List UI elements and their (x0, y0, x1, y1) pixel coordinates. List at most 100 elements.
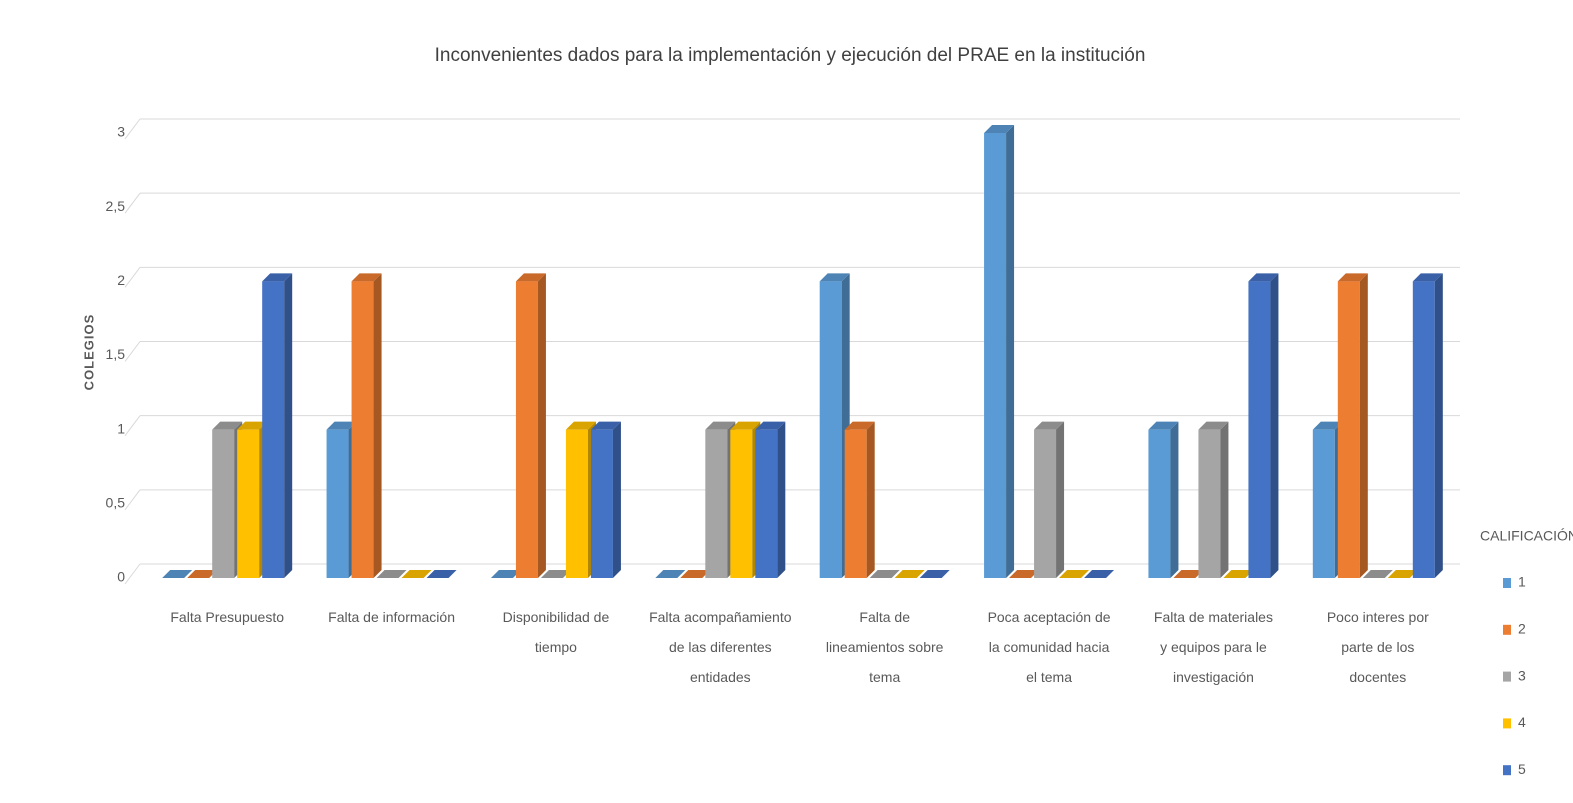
legend-swatch (1503, 765, 1511, 776)
bar (1248, 273, 1279, 578)
bar-side (284, 273, 293, 578)
bar-top (1223, 570, 1254, 578)
y-axis-title: COLEGIOS (81, 314, 96, 391)
y-tick-label: 2,5 (106, 198, 126, 214)
bar-top (1412, 273, 1443, 282)
bar (1337, 273, 1368, 578)
bar-top (1034, 421, 1065, 430)
bar-top (565, 421, 596, 430)
bar (1387, 570, 1418, 578)
bar-front (1248, 281, 1271, 578)
bar-top (1173, 570, 1204, 578)
bar-top (426, 570, 457, 578)
bar-front (212, 429, 235, 578)
x-tick-label: Poco interes por parte de los docentes (1327, 609, 1429, 685)
bar-front (351, 281, 374, 578)
bar-top (515, 273, 546, 282)
x-tick-label: Falta de lineamientos sobre tema (826, 609, 944, 685)
legend-swatch (1503, 624, 1511, 635)
bar-front (262, 281, 285, 578)
bar (1173, 570, 1204, 578)
bar-top (590, 421, 621, 430)
grid-line (124, 415, 141, 436)
bar (984, 125, 1015, 578)
bar-top (187, 570, 218, 578)
y-tick-label: 0,5 (106, 495, 126, 511)
bar (1009, 570, 1040, 578)
bar (894, 570, 925, 578)
bar-side (1359, 273, 1368, 578)
bar (262, 273, 293, 578)
bar-side (612, 421, 621, 578)
bar-top (1248, 273, 1279, 282)
grid-line (124, 563, 141, 585)
bar-top (237, 421, 268, 430)
bar-top (655, 570, 686, 578)
bar (919, 570, 950, 578)
legend-swatch (1503, 718, 1511, 729)
bar-top (162, 570, 193, 578)
bar-side (373, 273, 382, 578)
bar-top (705, 421, 736, 430)
bar-front (705, 429, 728, 578)
x-tick-label: Falta de información (328, 609, 455, 625)
bar (1084, 570, 1115, 578)
bar (590, 421, 621, 578)
legend-label: 5 (1518, 761, 1526, 777)
legend-label: 2 (1518, 621, 1526, 637)
bar-top (376, 570, 407, 578)
x-tick-label: Falta Presupuesto (170, 609, 284, 625)
bar (351, 273, 382, 578)
bar-top (919, 570, 950, 578)
bar-top (401, 570, 432, 578)
bar (1198, 421, 1229, 578)
legend-label: 3 (1518, 667, 1526, 683)
bar (1223, 570, 1254, 578)
bar (680, 570, 711, 578)
legend-title: CALIFICACIÓN (1480, 528, 1573, 544)
bar-front (1312, 429, 1335, 578)
bar-front (844, 429, 867, 578)
bar (1034, 421, 1065, 578)
grid-line (124, 489, 141, 511)
bar-top (755, 421, 786, 430)
bar-top (1387, 570, 1418, 578)
grid-line (124, 341, 141, 362)
bar (1148, 421, 1179, 578)
grid-line (124, 118, 141, 140)
y-tick-label: 1 (117, 420, 125, 436)
bar-front (515, 281, 538, 578)
bar-top (819, 273, 850, 282)
legend-label: 1 (1518, 574, 1526, 590)
y-tick-label: 3 (117, 124, 125, 140)
bar-side (1170, 421, 1179, 578)
bar-front (755, 429, 778, 578)
bar-top (212, 421, 243, 430)
bar-top (984, 125, 1015, 133)
bar-front (237, 429, 260, 578)
bar-top (262, 273, 293, 282)
bar-top (326, 421, 357, 430)
x-tick-label: Disponibilidad de tiempo (503, 609, 610, 655)
bar (1412, 273, 1443, 578)
bar (819, 273, 850, 578)
grid-line (124, 192, 141, 214)
legend-swatch (1503, 671, 1511, 682)
bar-front (730, 429, 753, 578)
bar-side (777, 421, 786, 578)
bar-top (869, 570, 900, 578)
y-tick-label: 1,5 (106, 346, 126, 362)
bar-front (565, 429, 588, 578)
bar (490, 570, 521, 578)
bar-front (326, 429, 349, 578)
bar-top (1009, 570, 1040, 578)
bar (187, 570, 218, 578)
bar-front (1148, 429, 1171, 578)
bar-side (1270, 273, 1279, 578)
bar (540, 570, 571, 578)
bar-top (540, 570, 571, 578)
bar-front (819, 281, 842, 578)
bar-top (894, 570, 925, 578)
bar (755, 421, 786, 578)
bar-top (680, 570, 711, 578)
